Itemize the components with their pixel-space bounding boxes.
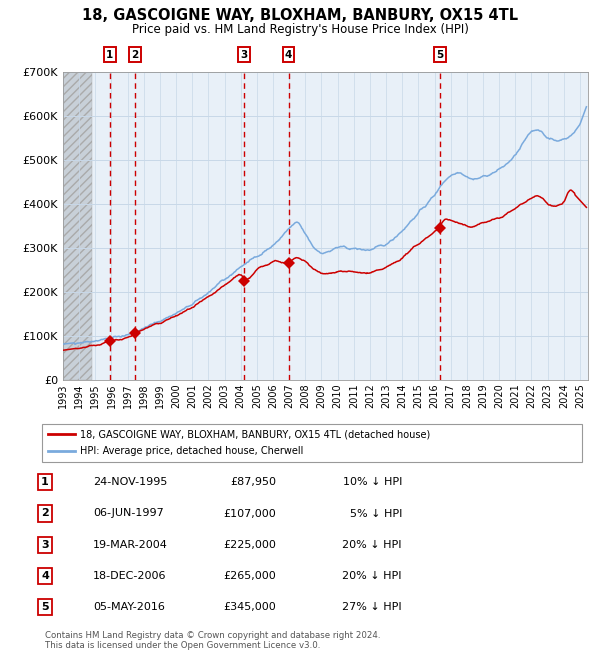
Text: This data is licensed under the Open Government Licence v3.0.: This data is licensed under the Open Gov… [45,641,320,650]
Text: £225,000: £225,000 [223,540,276,550]
Text: 1: 1 [41,477,49,488]
Text: 20% ↓ HPI: 20% ↓ HPI [343,571,402,581]
Text: 4: 4 [285,49,292,60]
Text: 2: 2 [41,508,49,519]
Text: 18-DEC-2006: 18-DEC-2006 [93,571,167,581]
Text: HPI: Average price, detached house, Cherwell: HPI: Average price, detached house, Cher… [80,446,303,456]
Text: 10% ↓ HPI: 10% ↓ HPI [343,477,402,488]
Text: 5% ↓ HPI: 5% ↓ HPI [350,508,402,519]
Text: £107,000: £107,000 [223,508,276,519]
Text: 20% ↓ HPI: 20% ↓ HPI [343,540,402,550]
Text: 05-MAY-2016: 05-MAY-2016 [93,602,165,612]
Text: 3: 3 [41,540,49,550]
Text: Price paid vs. HM Land Registry's House Price Index (HPI): Price paid vs. HM Land Registry's House … [131,23,469,36]
Text: 2: 2 [131,49,139,60]
Text: 1: 1 [106,49,113,60]
Text: 3: 3 [241,49,248,60]
Text: £345,000: £345,000 [223,602,276,612]
Text: £87,950: £87,950 [230,477,276,488]
Text: 27% ↓ HPI: 27% ↓ HPI [343,602,402,612]
Text: 24-NOV-1995: 24-NOV-1995 [93,477,167,488]
Text: 06-JUN-1997: 06-JUN-1997 [93,508,164,519]
Text: 5: 5 [436,49,443,60]
Text: Contains HM Land Registry data © Crown copyright and database right 2024.: Contains HM Land Registry data © Crown c… [45,630,380,640]
Text: £265,000: £265,000 [223,571,276,581]
Text: 5: 5 [41,602,49,612]
Text: 19-MAR-2004: 19-MAR-2004 [93,540,168,550]
Text: 18, GASCOIGNE WAY, BLOXHAM, BANBURY, OX15 4TL (detached house): 18, GASCOIGNE WAY, BLOXHAM, BANBURY, OX1… [80,430,430,439]
Text: 18, GASCOIGNE WAY, BLOXHAM, BANBURY, OX15 4TL: 18, GASCOIGNE WAY, BLOXHAM, BANBURY, OX1… [82,8,518,23]
Text: 4: 4 [41,571,49,581]
